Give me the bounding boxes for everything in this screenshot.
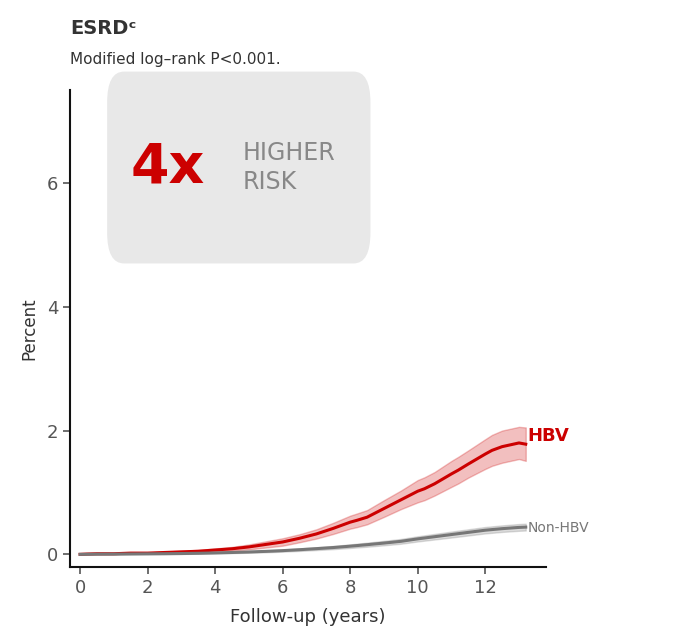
Text: ESRDᶜ: ESRDᶜ: [70, 19, 136, 39]
Text: Non-HBV: Non-HBV: [527, 521, 589, 535]
Text: 4x: 4x: [131, 140, 205, 194]
Text: HIGHER
RISK: HIGHER RISK: [242, 141, 335, 194]
FancyBboxPatch shape: [107, 71, 370, 263]
Text: Modified log–rank P<0.001.: Modified log–rank P<0.001.: [70, 52, 281, 66]
Y-axis label: Percent: Percent: [20, 297, 38, 360]
X-axis label: Follow-up (years): Follow-up (years): [230, 608, 386, 625]
Text: HBV: HBV: [527, 427, 569, 445]
